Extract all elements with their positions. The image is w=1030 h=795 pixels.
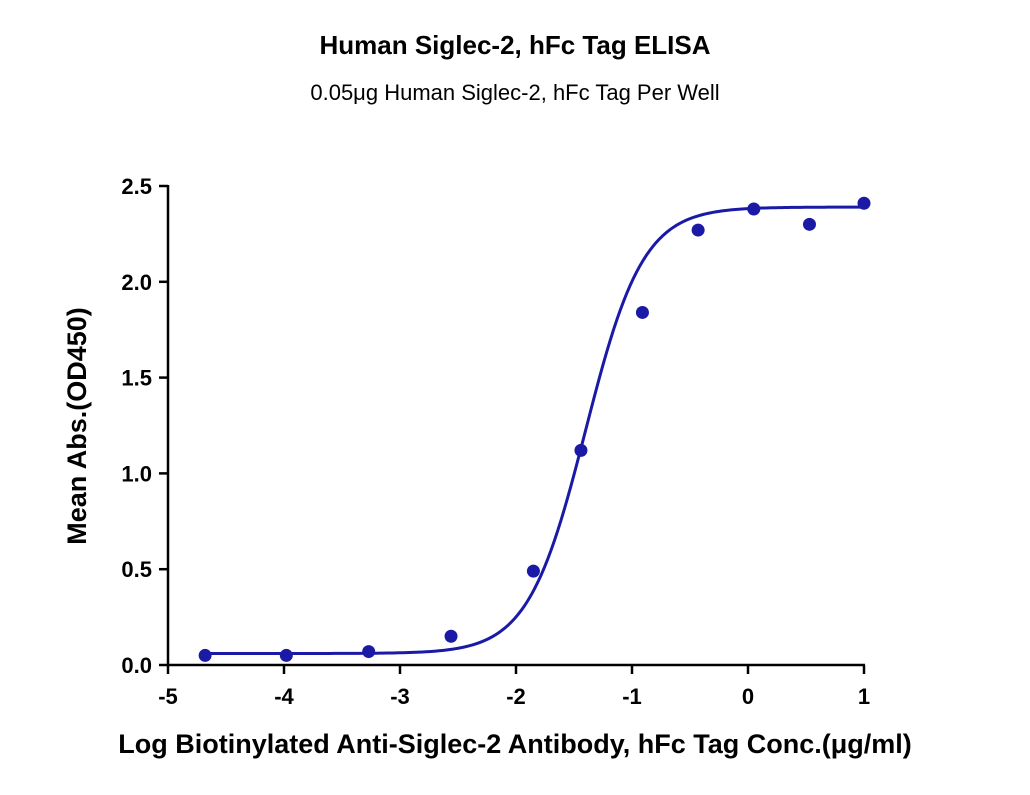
y-tick-label: 1.0	[121, 461, 152, 486]
x-tick-label: -4	[274, 684, 294, 709]
data-points-layer	[198, 196, 871, 662]
data-point	[279, 648, 293, 662]
data-point	[857, 196, 871, 210]
fit-curve	[205, 205, 865, 655]
data-point	[362, 645, 376, 659]
y-tick-label: 0.0	[121, 653, 152, 678]
x-tick-label: 0	[742, 684, 754, 709]
data-point	[635, 305, 649, 319]
data-point	[198, 648, 212, 662]
x-tick-label: -2	[506, 684, 526, 709]
fit-curve-layer	[205, 205, 865, 655]
chart-title: Human Siglec-2, hFc Tag ELISA	[319, 30, 711, 60]
y-tick-label: 0.5	[121, 557, 152, 582]
y-axis-label: Mean Abs.(OD450)	[62, 307, 92, 545]
chart-subtitle: 0.05μg Human Siglec-2, hFc Tag Per Well	[310, 80, 720, 105]
data-point	[526, 564, 540, 578]
y-tick-label: 1.5	[121, 366, 152, 391]
x-tick-label: -3	[390, 684, 410, 709]
data-point	[747, 202, 761, 216]
data-point	[802, 217, 816, 231]
x-axis-label: Log Biotinylated Anti-Siglec-2 Antibody,…	[118, 729, 912, 759]
data-point	[691, 223, 705, 237]
x-tick-label: 1	[858, 684, 870, 709]
x-tick-label: -1	[622, 684, 642, 709]
y-tick-label: 2.0	[121, 270, 152, 295]
y-tick-label: 2.5	[121, 174, 152, 199]
tick-labels-layer: -5 -4 -3 -2 -1 0 1 0.0 0.5 1.0 1.5 2.0 2.5	[121, 174, 870, 709]
axes	[159, 184, 866, 674]
x-tick-label: -5	[158, 684, 178, 709]
data-point	[574, 443, 588, 457]
data-point	[444, 629, 458, 643]
